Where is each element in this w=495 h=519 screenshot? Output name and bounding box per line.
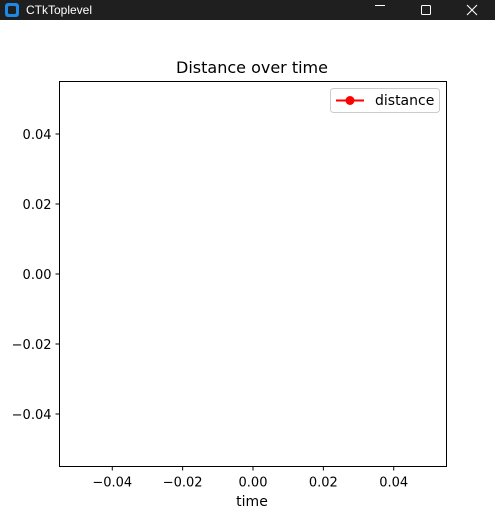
y-tick-label: 0.02 — [23, 198, 52, 213]
x-axis-label: time — [236, 494, 268, 510]
plot-area — [59, 81, 447, 467]
y-tick-label: −0.02 — [12, 338, 52, 353]
maximize-icon — [421, 5, 431, 15]
x-tick-label: −0.04 — [92, 476, 132, 491]
x-tick-label: −0.02 — [163, 476, 203, 491]
window-title: CTkToplevel — [26, 3, 93, 17]
y-axis-ticks: −0.04 −0.02 0.00 0.02 0.04 — [12, 128, 60, 423]
x-axis-ticks: −0.04 −0.02 0.00 0.02 0.04 — [92, 466, 408, 491]
y-tick-label: 0.00 — [23, 268, 52, 283]
y-tick-label: 0.04 — [23, 128, 52, 143]
minimize-icon — [375, 5, 385, 6]
title-bar[interactable]: CTkToplevel — [0, 0, 495, 20]
minimize-button[interactable] — [357, 0, 403, 20]
x-tick-label: 0.04 — [379, 476, 408, 491]
legend: distance — [330, 88, 440, 113]
legend-box — [330, 88, 440, 113]
maximize-button[interactable] — [403, 0, 449, 20]
y-tick-label: −0.04 — [12, 408, 52, 423]
close-button[interactable] — [449, 0, 495, 20]
x-tick-label: 0.02 — [309, 476, 338, 491]
close-icon — [466, 4, 478, 16]
line-chart: Distance over time −0.04 −0.02 0.00 0.02 0.0… — [12, 58, 447, 510]
chart-title: Distance over time — [176, 58, 328, 77]
figure-canvas: Distance over time −0.04 −0.02 0.00 0.02 0.0… — [0, 20, 495, 515]
x-tick-label: 0.00 — [239, 476, 268, 491]
legend-marker-sample — [345, 96, 355, 105]
legend-label-distance: distance — [375, 93, 434, 109]
app-icon — [4, 2, 20, 18]
